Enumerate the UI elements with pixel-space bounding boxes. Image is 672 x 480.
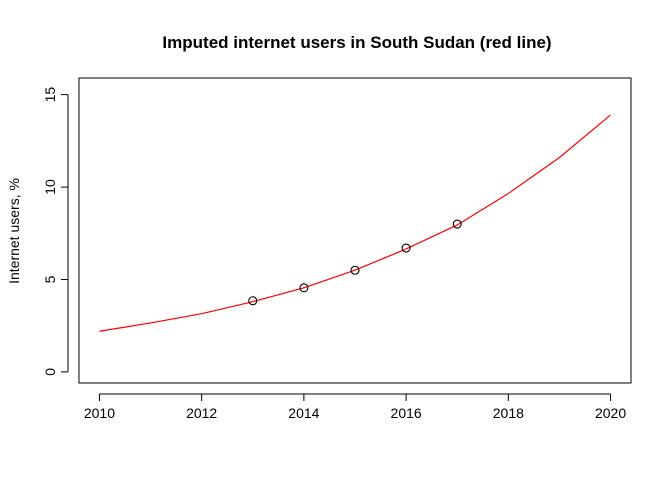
y-axis-label: Internet users, % [6, 178, 22, 284]
y-tick-label: 15 [42, 87, 58, 103]
x-tick-label: 2020 [595, 405, 626, 421]
y-tick-label: 0 [42, 368, 58, 376]
observed-point [299, 283, 309, 293]
x-axis: 2010 2012 2014 2016 2018 2020 [84, 393, 626, 421]
series-layer [99, 114, 611, 332]
x-tick-label: 2018 [493, 405, 524, 421]
observed-point [401, 243, 411, 253]
observed-point [248, 296, 258, 306]
x-tick-label: 2016 [391, 405, 422, 421]
chart-title: Imputed internet users in South Sudan (r… [162, 33, 551, 52]
observed-point [350, 265, 360, 275]
observed-point [452, 219, 462, 229]
y-tick-label: 5 [42, 275, 58, 283]
imputed-line [99, 114, 611, 332]
plot-frame [78, 77, 632, 384]
x-tick-label: 2012 [186, 405, 217, 421]
y-axis: 0 5 10 15 [42, 87, 69, 376]
x-tick-label: 2014 [288, 405, 319, 421]
y-tick-label: 10 [42, 179, 58, 195]
x-tick-label: 2010 [84, 405, 115, 421]
